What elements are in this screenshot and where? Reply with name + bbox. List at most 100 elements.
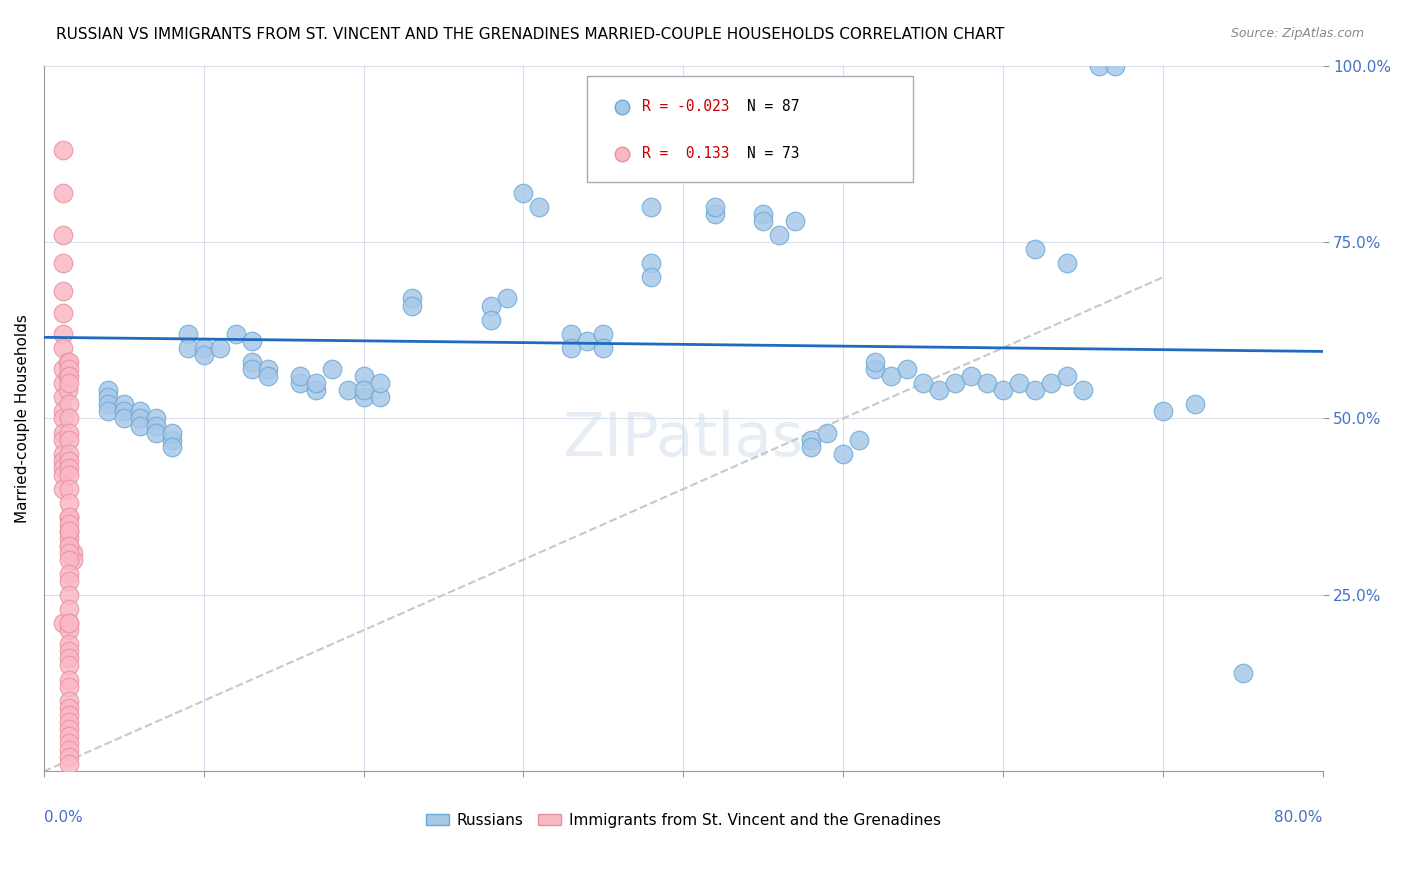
Point [321,362,343,376]
Point [240,334,263,348]
Point [52,433,75,447]
Point [896,362,918,376]
Point [58,496,80,510]
Point [576,334,599,348]
Point [58,467,80,482]
Point [58,616,80,631]
Point [52,285,75,299]
Point [58,524,80,539]
Point [58,425,80,440]
Point [368,376,391,391]
Point [1104,59,1126,73]
Point [529,200,551,214]
Point [755,146,778,161]
Point [58,355,80,369]
Point [1232,665,1254,680]
Point [288,376,311,391]
Point [58,461,80,475]
Point [52,616,75,631]
Point [62,545,84,559]
Point [640,256,662,270]
Point [52,411,75,425]
Point [991,383,1014,397]
Point [755,99,778,113]
Point [58,729,80,743]
Point [52,467,75,482]
Text: R =  0.133: R = 0.133 [643,146,730,161]
Point [496,292,519,306]
Point [160,433,183,447]
Point [58,736,80,750]
Text: 0.0%: 0.0% [44,810,83,825]
Point [1184,397,1206,411]
Point [640,200,662,214]
Point [58,644,80,658]
Point [97,383,120,397]
Point [58,369,80,384]
Point [976,376,998,391]
Point [58,701,80,715]
Point [52,425,75,440]
Point [1071,383,1094,397]
Point [56,355,79,369]
Point [52,326,75,341]
Point [58,454,80,468]
Point [58,482,80,496]
Point [863,362,886,376]
Point [481,312,503,326]
Point [1039,376,1062,391]
Point [304,376,326,391]
Point [52,447,75,461]
Point [52,461,75,475]
Point [752,207,775,221]
Point [128,418,150,433]
Point [58,397,80,411]
Point [353,390,375,404]
Point [58,588,80,602]
Point [58,637,80,651]
Point [1056,256,1078,270]
Point [58,411,80,425]
Point [1056,369,1078,384]
Point [336,383,359,397]
Point [960,369,983,384]
Point [704,200,727,214]
Point [1008,376,1031,391]
Point [58,722,80,736]
Point [1152,404,1174,418]
Point [592,341,614,355]
Point [815,425,838,440]
Point [768,227,790,242]
Point [943,376,966,391]
Point [1088,59,1111,73]
Point [240,355,263,369]
Point [193,341,215,355]
Point [512,186,534,200]
Point [58,707,80,722]
Point [177,341,200,355]
Point [58,694,80,708]
Point [52,256,75,270]
Point [848,433,870,447]
Point [112,397,135,411]
Point [288,369,311,384]
Point [58,433,80,447]
Point [52,227,75,242]
Point [800,440,823,454]
Point [58,539,80,553]
Point [640,270,662,285]
Point [56,369,79,384]
Text: Source: ZipAtlas.com: Source: ZipAtlas.com [1230,27,1364,40]
Point [481,299,503,313]
Point [225,326,247,341]
Y-axis label: Married-couple Households: Married-couple Households [15,314,30,523]
Point [560,341,582,355]
Text: N = 73: N = 73 [747,146,800,161]
Point [752,214,775,228]
Point [97,397,120,411]
Point [58,376,80,391]
Point [160,440,183,454]
Point [911,376,934,391]
Point [1024,383,1046,397]
Point [58,602,80,616]
